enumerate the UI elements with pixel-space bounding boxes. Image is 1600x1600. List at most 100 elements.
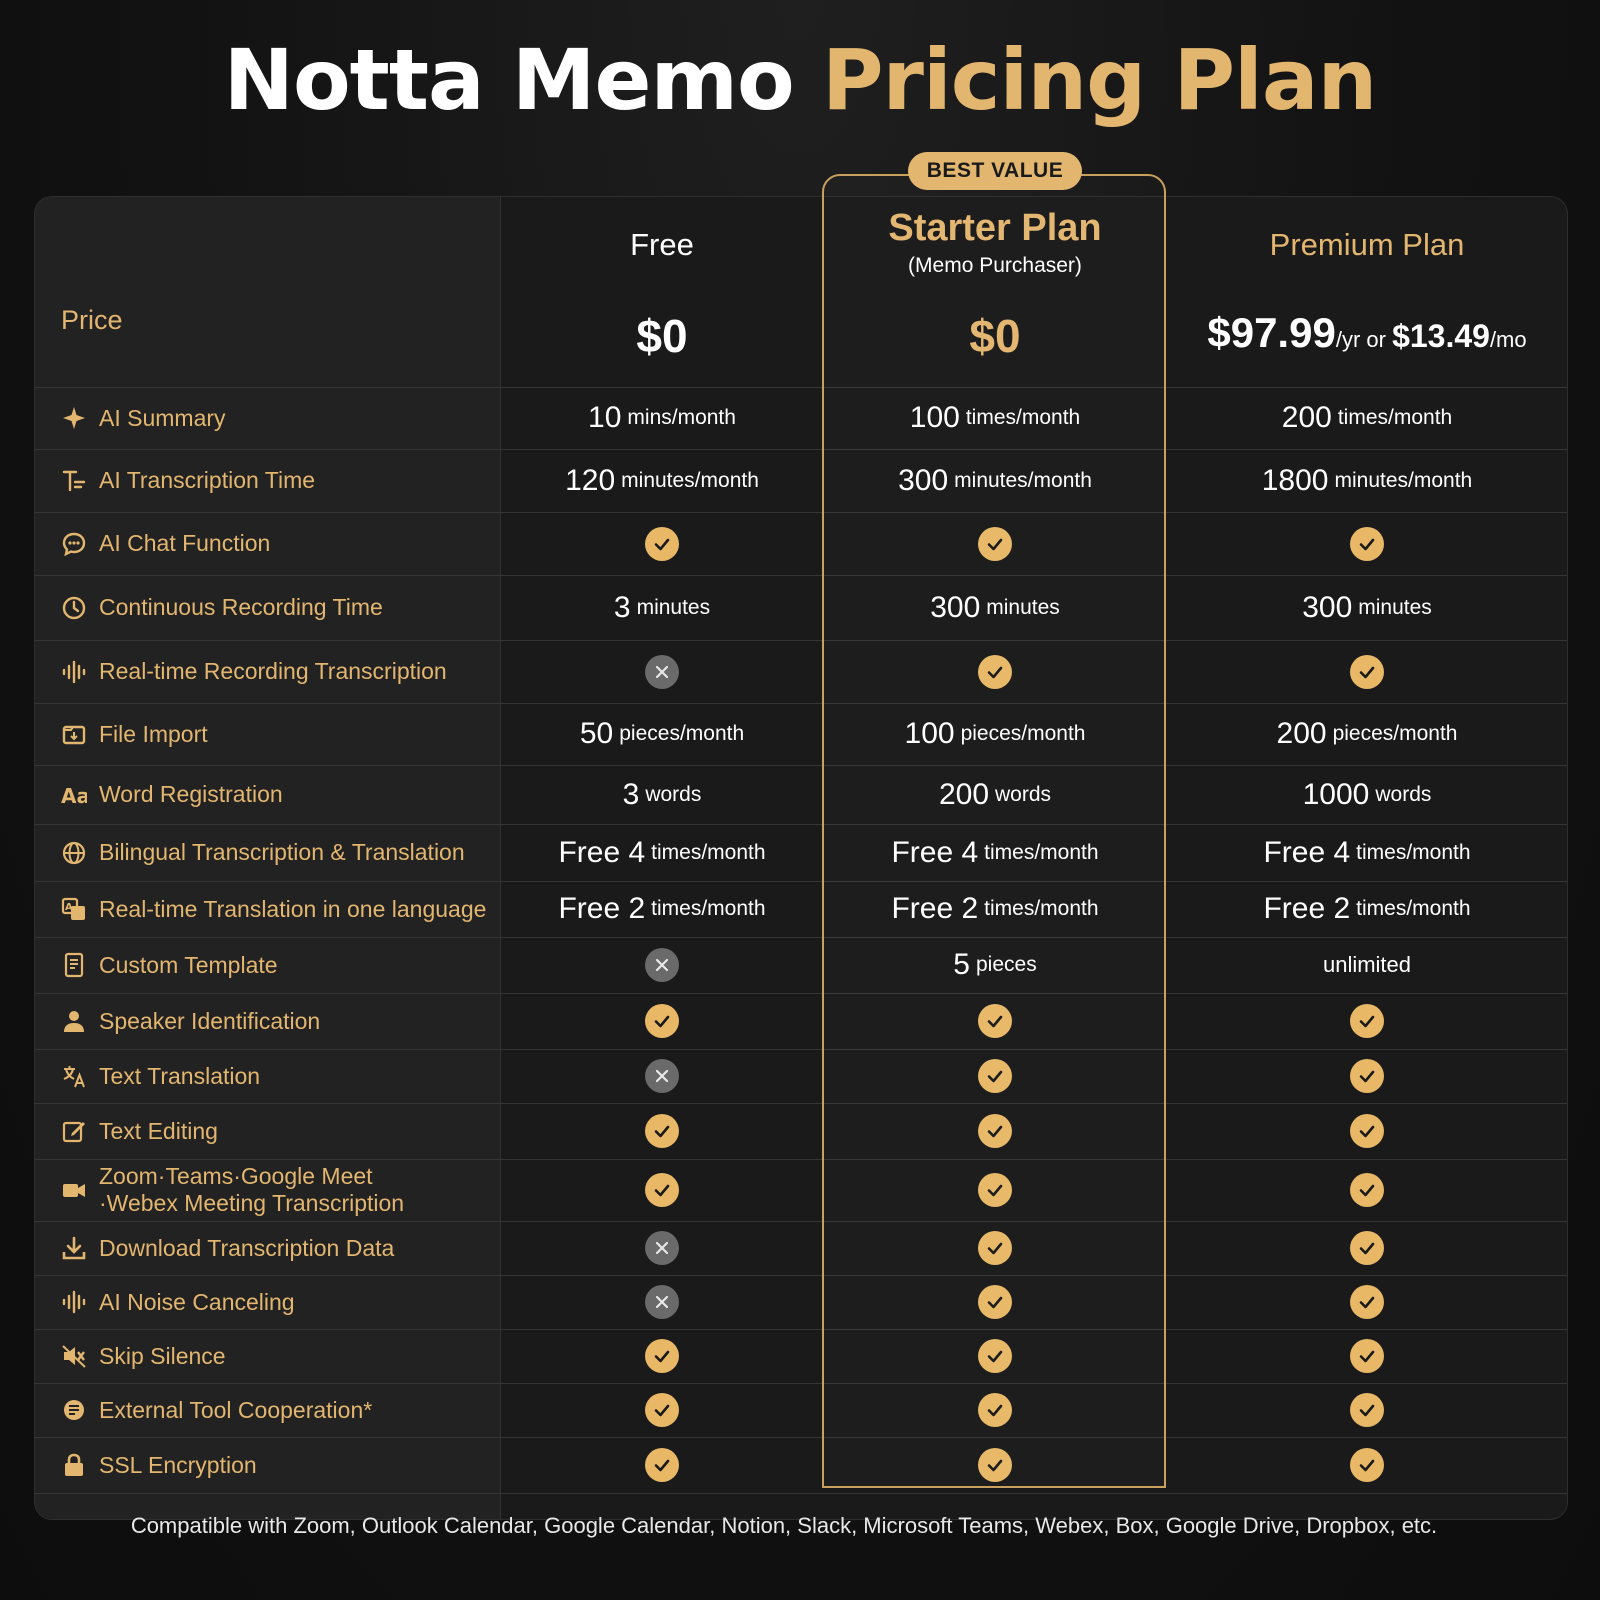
check-icon <box>1350 1231 1384 1265</box>
feature-row: Speaker Identification <box>35 993 1567 1050</box>
feature-value-cell: unlimited <box>1167 937 1567 993</box>
value-unit: times/month <box>984 897 1099 920</box>
feature-value-cell <box>501 1103 823 1159</box>
feature-label: AI Summary <box>99 404 226 431</box>
feature-label: Speaker Identification <box>99 1007 321 1034</box>
feature-label-cell: Speaker Identification <box>35 993 500 1049</box>
value-text: unlimited <box>1322 952 1412 977</box>
feature-label: External Tool Cooperation* <box>99 1396 373 1423</box>
feature-row: External Tool Cooperation* <box>35 1383 1567 1438</box>
compatibility-footer: Compatible with Zoom, Outlook Calendar, … <box>130 1513 1438 1538</box>
integration-icon <box>61 1397 87 1423</box>
feature-value-cell <box>1167 993 1567 1049</box>
value-number: Free 4 <box>1263 835 1351 869</box>
feature-label: AI Transcription Time <box>99 467 316 493</box>
feature-value-cell <box>1167 512 1567 575</box>
cross-icon <box>645 948 679 982</box>
feature-value-cell <box>823 993 1167 1049</box>
check-icon <box>1350 654 1384 689</box>
feature-label-cell: SSL Encryption <box>35 1437 500 1493</box>
value-unit: times/month <box>1337 406 1453 429</box>
feature-label: Word Registration <box>99 781 283 807</box>
check-icon <box>1350 526 1384 561</box>
feature-value-cell: 100 times/month <box>823 387 1167 449</box>
check-icon <box>645 526 679 561</box>
feature-label-cell: Continuous Recording Time <box>35 575 500 640</box>
plan-header-premium: Premium Plan $97.99/yr or $13.49/mo <box>1167 197 1567 388</box>
feature-value-cell <box>501 1329 823 1383</box>
feature-value-cell: Free 2 times/month <box>1167 881 1567 937</box>
value-number: 3 <box>622 777 640 811</box>
best-value-badge: BEST VALUE <box>908 152 1082 190</box>
feature-value-cell <box>823 1275 1167 1329</box>
feature-value-cell: Free 2 times/month <box>501 881 823 937</box>
feature-row: SSL Encryption <box>35 1437 1567 1494</box>
title-highlight: Pricing Plan <box>821 31 1377 129</box>
plan-name-starter: Starter Plan <box>888 207 1102 249</box>
value-unit: minutes <box>986 595 1060 619</box>
value-unit: minutes <box>1358 595 1432 619</box>
feature-label-cell: A Real-time Translation in one language <box>35 881 500 937</box>
feature-label-cell: Aa Word Registration <box>35 765 500 824</box>
feature-value-cell <box>501 1383 823 1437</box>
font-aa-icon: Aa <box>61 782 87 808</box>
feature-value-cell <box>501 1275 823 1329</box>
check-icon <box>978 1114 1012 1148</box>
feature-label: Custom Template <box>99 951 278 978</box>
feature-value-cell: 3 words <box>501 765 823 824</box>
value-unit: mins/month <box>627 406 736 429</box>
waveform-icon <box>61 659 87 685</box>
value-number: 300 <box>1302 590 1353 624</box>
cross-icon <box>645 1231 679 1265</box>
value-unit: times/month <box>1356 840 1471 864</box>
text-translate-icon <box>61 1063 87 1089</box>
feature-value-cell <box>501 640 823 703</box>
price-header-cell: Price <box>35 197 500 388</box>
value-number: Free 2 <box>558 892 646 925</box>
feature-value-cell: 10 mins/month <box>501 387 823 449</box>
feature-label-cell: Custom Template <box>35 937 500 993</box>
feature-value-cell <box>823 1103 1167 1159</box>
value-unit: times/month <box>651 840 766 864</box>
check-icon <box>978 1173 1012 1207</box>
feature-label: SSL Encryption <box>99 1451 257 1478</box>
value-number: Free 2 <box>891 892 979 925</box>
feature-value-cell: 1800 minutes/month <box>1167 449 1567 512</box>
cross-icon <box>645 1285 679 1319</box>
value-unit: minutes/month <box>621 468 759 492</box>
feature-value-cell <box>501 1159 823 1221</box>
globe-icon <box>61 840 87 866</box>
cross-icon <box>645 654 679 689</box>
feature-row: AI Chat Function <box>35 512 1567 576</box>
feature-row: A Real-time Translation in one language Fr… <box>35 881 1567 938</box>
check-icon <box>978 1285 1012 1319</box>
pricing-table: Price Free $0 Starter Plan (Memo Purchas… <box>34 196 1568 1520</box>
value-number: 300 <box>898 463 949 497</box>
plan-header-starter: Starter Plan (Memo Purchaser) $0 <box>823 197 1167 388</box>
feature-label-cell: Zoom·Teams·Google Meet ·Webex Meeting Tra… <box>35 1159 500 1221</box>
video-camera-icon <box>61 1177 87 1203</box>
clock-icon <box>61 595 87 621</box>
edit-icon <box>61 1118 87 1144</box>
value-number: 1800 <box>1261 463 1329 497</box>
feature-value-cell: 300 minutes <box>823 575 1167 640</box>
feature-value-cell: 3 minutes <box>501 575 823 640</box>
feature-row: File Import 50 pieces/month 100 pieces/month… <box>35 703 1567 766</box>
feature-value-cell <box>1167 640 1567 703</box>
check-icon <box>645 1004 679 1038</box>
value-number: 100 <box>909 401 960 434</box>
value-unit: minutes <box>636 595 711 619</box>
value-number: 1000 <box>1302 777 1370 811</box>
feature-value-cell <box>823 1221 1167 1275</box>
value-unit: times/month <box>1356 897 1471 920</box>
feature-value-cell: 1000 words <box>1167 765 1567 824</box>
value-unit: times/month <box>651 897 766 920</box>
feature-row: Zoom·Teams·Google Meet ·Webex Meeting Tra… <box>35 1159 1567 1222</box>
check-icon <box>1350 1285 1384 1319</box>
feature-value-cell: 5 pieces <box>823 937 1167 993</box>
plan-price-free: $0 <box>636 310 688 362</box>
feature-value-cell <box>823 640 1167 703</box>
mute-icon <box>61 1343 87 1369</box>
check-icon <box>978 1339 1012 1373</box>
check-icon <box>645 1114 679 1148</box>
